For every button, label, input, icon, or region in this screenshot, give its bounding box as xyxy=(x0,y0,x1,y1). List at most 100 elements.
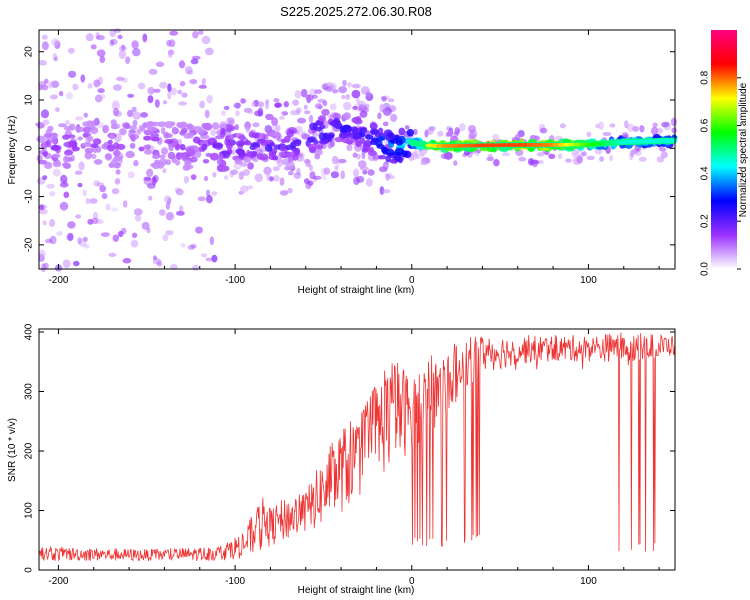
spectrogram-ridge-cell xyxy=(378,155,387,160)
spectrogram-noise-cell xyxy=(253,99,259,107)
spectrogram-ridge-cell xyxy=(285,144,295,150)
spectrogram-ridge-cell xyxy=(170,121,176,126)
spectrogram-xtick-label: 100 xyxy=(580,275,597,286)
spectrogram-ridge-cell xyxy=(42,151,48,157)
spectrogram-noise-cell xyxy=(240,185,249,193)
spectrogram-ridge-cell xyxy=(50,144,60,151)
spectrogram-noise-cell xyxy=(382,161,389,170)
snr-xtick-label: -200 xyxy=(48,576,68,587)
spectrogram-ridge-cell xyxy=(333,117,341,126)
spectrogram-noise-cell xyxy=(627,123,635,132)
spectrogram-noise-cell xyxy=(68,70,77,78)
spectrogram-ridge-cell xyxy=(38,159,48,165)
spectrogram-ridge-cell xyxy=(52,153,61,159)
spectrogram-ridge-cell xyxy=(184,159,191,168)
spectrogram-noise-cell xyxy=(559,123,566,129)
spectrogram-noise-cell xyxy=(220,110,226,116)
spectrogram-ridge-cell xyxy=(370,129,380,135)
spectrogram-noise-cell xyxy=(115,76,125,81)
spectrogram-noise-cell xyxy=(352,152,358,158)
spectrogram-noise-cell xyxy=(501,152,511,157)
spectrogram-noise-cell xyxy=(638,156,647,162)
spectrogram-noise-cell xyxy=(63,191,70,199)
spectrogram-noise-cell xyxy=(44,78,49,84)
spectrogram-ridge-cell xyxy=(63,163,71,169)
spectrogram-ridge-cell xyxy=(353,118,363,125)
spectrogram-noise-cell xyxy=(130,239,139,248)
spectrogram-noise-cell xyxy=(656,127,664,134)
spectrogram-ridge-cell xyxy=(369,122,378,130)
spectrogram-noise-cell xyxy=(40,109,50,119)
spectrogram-noise-cell xyxy=(40,263,47,272)
spectrogram-ridge-cell xyxy=(178,152,186,158)
spectrogram-noise-cell xyxy=(131,40,139,49)
spectrogram-noise-cell xyxy=(201,35,211,45)
spectrogram-ridge-cell xyxy=(313,139,319,145)
spectrogram-noise-cell xyxy=(334,165,339,171)
spectrogram-noise-cell xyxy=(377,112,382,120)
spectrogram-ridge-cell xyxy=(289,129,295,135)
spectrogram-noise-cell xyxy=(453,160,458,166)
spectrogram-noise-cell xyxy=(49,235,57,245)
spectrogram-noise-cell xyxy=(440,153,448,160)
spectrogram-ridge-cell xyxy=(209,152,220,161)
spectrogram-noise-cell xyxy=(331,127,336,133)
spectrogram-noise-cell xyxy=(557,153,563,160)
spectrogram-ridge-cell xyxy=(196,128,205,135)
spectrogram-ridge-cell xyxy=(129,125,138,131)
spectrogram-noise-cell xyxy=(42,119,50,125)
spectrogram-noise-cell xyxy=(89,198,98,204)
spectrogram-noise-cell xyxy=(586,155,595,161)
spectrogram-noise-cell xyxy=(114,110,123,117)
spectrogram-noise-cell xyxy=(602,131,612,137)
spectrogram-noise-cell xyxy=(388,98,395,103)
spectrogram-ridge-cell xyxy=(278,151,286,158)
spectrogram-noise-cell xyxy=(95,218,104,225)
spectrogram-noise-cell xyxy=(296,108,301,116)
spectrogram-noise-cell xyxy=(83,244,90,249)
spectrogram-noise-cell xyxy=(420,161,428,166)
spectrogram-ytick-label: -20 xyxy=(24,237,35,252)
spectrogram-noise-cell xyxy=(212,171,217,178)
spectrogram-noise-cell xyxy=(381,96,387,102)
spectrogram-noise-cell xyxy=(100,232,110,238)
spectrogram-noise-cell xyxy=(609,155,614,162)
spectrogram-noise-cell xyxy=(199,100,206,109)
spectrogram-noise-cell xyxy=(360,166,369,171)
spectrogram-ridge-cell xyxy=(394,155,402,162)
colorbar: 0.0 0.2 0.4 0.6 0.8 Normalized spectral ampl… xyxy=(700,30,749,276)
spectrogram-ridge-cell xyxy=(148,126,158,132)
spectrogram-noise-cell xyxy=(203,175,209,182)
spectrogram-noise-cell xyxy=(167,91,172,100)
spectrogram-noise-cell xyxy=(382,107,392,116)
spectrogram-noise-cell xyxy=(205,189,211,197)
spectrogram-noise-cell xyxy=(41,41,49,51)
spectrogram-noise-cell xyxy=(121,44,126,51)
spectrogram-noise-cell xyxy=(52,53,58,61)
spectrogram-noise-cell xyxy=(238,171,244,180)
spectrogram-ridge-cell xyxy=(157,121,167,128)
spectrogram-ridge-cell xyxy=(107,144,116,152)
spectrogram-ridge-cell xyxy=(394,147,405,156)
spectrogram-noise-cell xyxy=(49,191,56,197)
spectrogram-noise-cell xyxy=(659,147,667,152)
spectrogram-noise-cell xyxy=(358,160,367,169)
spectrogram-noise-cell xyxy=(42,220,47,226)
spectrogram-noise-cell xyxy=(190,58,199,65)
spectrogram-noise-cell xyxy=(113,28,121,33)
spectrogram-noise-cell xyxy=(77,182,83,188)
spectrogram-ridge-cell xyxy=(259,153,269,160)
spectrogram-noise-cell xyxy=(303,178,310,184)
spectrogram-ridge-cell xyxy=(143,129,154,136)
spectrogram-noise-cell xyxy=(598,121,604,131)
spectrogram-noise-cell xyxy=(313,175,322,180)
spectrogram-ridge-cell xyxy=(159,154,166,159)
spectrogram-noise-cell xyxy=(303,158,310,164)
spectrogram-noise-cell xyxy=(650,126,659,136)
spectrogram-noise-cell xyxy=(41,84,49,91)
spectrogram-noise-cell xyxy=(272,166,280,172)
spectrogram-noise-cell xyxy=(468,132,477,140)
spectrogram-noise-cell xyxy=(454,127,461,135)
spectrogram-noise-cell xyxy=(175,159,181,166)
spectrogram-noise-cell xyxy=(367,169,375,176)
